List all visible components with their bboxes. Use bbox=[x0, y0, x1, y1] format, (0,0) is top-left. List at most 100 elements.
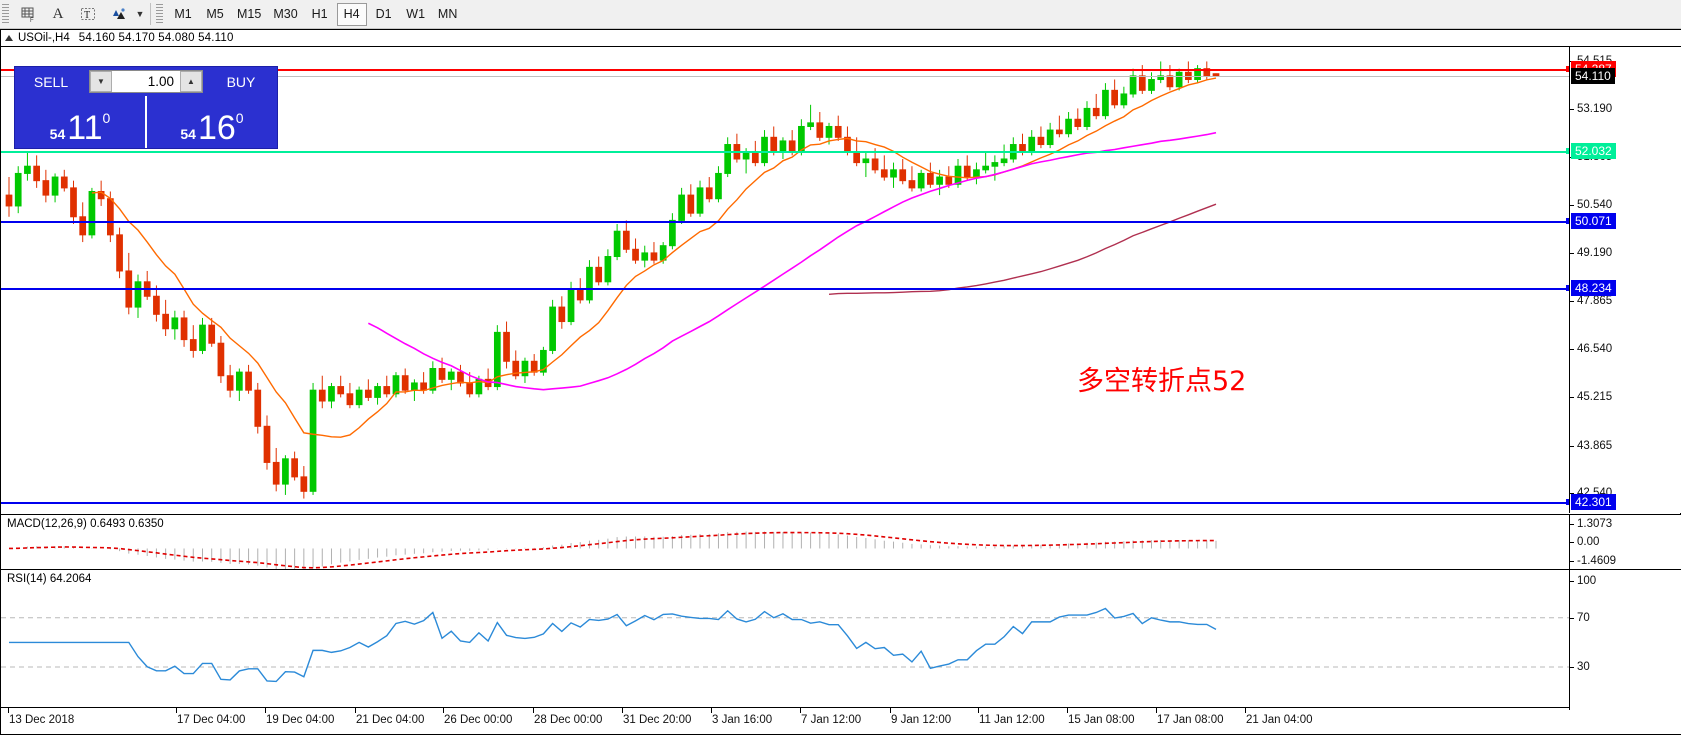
price-tick: 43.865 bbox=[1570, 440, 1612, 452]
timeframe-m1[interactable]: M1 bbox=[174, 7, 192, 21]
horizontal-level-line[interactable] bbox=[1, 150, 1569, 153]
time-tick-label: 3 Jan 16:00 bbox=[710, 708, 773, 726]
horizontal-level-line[interactable] bbox=[1, 221, 1569, 224]
symbol-info-bar: USOil-,H4 54.160 54.170 54.080 54.110 bbox=[1, 30, 1681, 47]
oct-price-row: 54 11 0 54 16 0 bbox=[15, 96, 277, 148]
time-tick-label: 9 Jan 12:00 bbox=[889, 708, 952, 726]
sell-price-display[interactable]: 54 11 0 bbox=[15, 96, 145, 148]
crosshair-icon[interactable]: F bbox=[13, 1, 43, 27]
rsi-tick: 30 bbox=[1570, 661, 1590, 673]
timeframe-d1[interactable]: D1 bbox=[375, 7, 392, 21]
toolbar-separator bbox=[150, 3, 151, 25]
moving-average-line bbox=[828, 203, 1217, 296]
svg-text:F: F bbox=[30, 18, 34, 23]
timeframe-m30[interactable]: M30 bbox=[273, 7, 298, 21]
text-label-icon[interactable]: T bbox=[73, 1, 103, 27]
chart-annotation-text: 多空转折点52 bbox=[1077, 366, 1247, 397]
rsi-plot-area[interactable] bbox=[1, 570, 1569, 710]
horizontal-level-line[interactable] bbox=[1, 75, 1569, 77]
price-scale[interactable]: 54.51553.19051.86550.54049.19047.86546.5… bbox=[1569, 47, 1681, 513]
rsi-tick: 100 bbox=[1570, 575, 1596, 587]
timeframe-w1[interactable]: W1 bbox=[406, 7, 426, 21]
macd-scale: 1.3073 0.00 -1.4609 bbox=[1569, 515, 1681, 569]
chevron-down-icon[interactable]: ▼ bbox=[135, 9, 145, 19]
price-tick: 50.540 bbox=[1570, 199, 1612, 211]
buy-price-display[interactable]: 54 16 0 bbox=[145, 96, 277, 148]
buy-price-fraction: 0 bbox=[235, 110, 244, 126]
chart-window: USOil-,H4 54.160 54.170 54.080 54.110 54… bbox=[0, 29, 1681, 735]
volume-decrement-button[interactable]: ▼ bbox=[90, 71, 112, 92]
time-tick-label: 19 Dec 04:00 bbox=[264, 708, 335, 726]
chart-ohlc-quote: 54.160 54.170 54.080 54.110 bbox=[78, 32, 234, 44]
macd-plot-area[interactable] bbox=[1, 515, 1569, 569]
horizontal-level-line[interactable] bbox=[1, 69, 1569, 72]
timeframe-m15[interactable]: M15 bbox=[237, 7, 262, 21]
toolbar-drag-handle[interactable] bbox=[2, 3, 9, 25]
sell-button[interactable]: SELL bbox=[15, 67, 87, 96]
main-toolbar: F A T ▼ M1 M5 M15 M30 H1 H4 D1 W1 MN bbox=[0, 0, 1681, 29]
price-level-label[interactable]: 50.071 bbox=[1571, 213, 1616, 230]
time-tick-label: 11 Jan 12:00 bbox=[978, 708, 1045, 726]
timeframe-mn[interactable]: MN bbox=[437, 7, 458, 21]
macd-tick: 1.3073 bbox=[1570, 518, 1612, 530]
time-tick-label: 31 Dec 20:00 bbox=[621, 708, 692, 726]
time-tick-label: 7 Jan 12:00 bbox=[799, 708, 862, 726]
price-tick: 49.190 bbox=[1570, 247, 1612, 259]
time-tick-label: 17 Dec 04:00 bbox=[175, 708, 246, 726]
time-tick-label: 15 Jan 08:00 bbox=[1067, 708, 1135, 726]
objects-list-icon[interactable] bbox=[103, 1, 133, 27]
chart-symbol-label: USOil-,H4 bbox=[18, 32, 70, 44]
horizontal-level-line[interactable] bbox=[1, 502, 1569, 505]
volume-stepper[interactable]: ▼ 1.00 ▲ bbox=[89, 70, 203, 93]
time-tick-label: 21 Dec 04:00 bbox=[354, 708, 425, 726]
price-level-label[interactable]: 54.110 bbox=[1571, 67, 1615, 84]
text-a-icon[interactable]: A bbox=[52, 5, 64, 22]
price-tick: 46.540 bbox=[1570, 343, 1612, 355]
time-axis[interactable]: 13 Dec 2018 17 Dec 04:00 19 Dec 04:00 21 De… bbox=[1, 707, 1681, 734]
rsi-scale: 100 70 30 bbox=[1569, 570, 1681, 710]
price-tick: 53.190 bbox=[1570, 103, 1612, 115]
moving-average-line bbox=[91, 77, 1217, 438]
price-level-label[interactable]: 52.032 bbox=[1571, 142, 1616, 159]
macd-series bbox=[8, 531, 1217, 569]
moving-average-line bbox=[367, 131, 1217, 391]
timeframe-drag-handle[interactable] bbox=[156, 3, 163, 25]
collapse-triangle-icon[interactable] bbox=[5, 35, 13, 41]
timeframe-h1[interactable]: H1 bbox=[311, 7, 328, 21]
macd-signal-line bbox=[8, 531, 1217, 569]
time-tick-label: 26 Dec 00:00 bbox=[442, 708, 513, 726]
price-tick: 47.865 bbox=[1570, 295, 1612, 307]
macd-tick: -1.4609 bbox=[1570, 555, 1616, 567]
buy-price-major: 16 bbox=[197, 109, 236, 147]
timeframe-h4[interactable]: H4 bbox=[336, 2, 367, 26]
sell-price-integer: 54 bbox=[49, 126, 66, 142]
time-tick-label: 28 Dec 00:00 bbox=[532, 708, 603, 726]
rsi-tick: 70 bbox=[1570, 612, 1590, 624]
time-tick-label: 13 Dec 2018 bbox=[7, 708, 75, 726]
rsi-pane[interactable]: RSI(14) 64.2064 100 70 30 bbox=[1, 569, 1681, 710]
price-tick: 45.215 bbox=[1570, 391, 1612, 403]
timeframe-m5[interactable]: M5 bbox=[206, 7, 224, 21]
rsi-line bbox=[9, 607, 1217, 683]
buy-price-integer: 54 bbox=[180, 126, 196, 142]
svg-text:T: T bbox=[84, 10, 90, 21]
sell-price-major: 11 bbox=[67, 109, 103, 147]
oct-top-row: SELL ▼ 1.00 ▲ BUY bbox=[15, 67, 277, 96]
price-level-label[interactable]: 48.234 bbox=[1571, 279, 1616, 296]
rsi-series bbox=[1, 607, 1569, 683]
macd-pane[interactable]: MACD(12,26,9) 0.6493 0.6350 1.3073 0.00 -1… bbox=[1, 514, 1681, 569]
sell-price-fraction: 0 bbox=[102, 110, 111, 126]
price-level-label[interactable]: 42.301 bbox=[1571, 494, 1616, 511]
buy-button[interactable]: BUY bbox=[205, 67, 277, 96]
time-tick-label: 17 Jan 08:00 bbox=[1156, 708, 1224, 726]
rsi-title: RSI(14) 64.2064 bbox=[7, 573, 92, 585]
one-click-trading-panel: SELL ▼ 1.00 ▲ BUY 54 11 0 54 16 0 bbox=[14, 66, 278, 149]
horizontal-level-line[interactable] bbox=[1, 287, 1569, 290]
price-pane[interactable]: 54.51553.19051.86550.54049.19047.86546.5… bbox=[1, 47, 1681, 513]
macd-title: MACD(12,26,9) 0.6493 0.6350 bbox=[7, 518, 164, 530]
volume-input[interactable]: 1.00 bbox=[112, 71, 180, 92]
timeframe-group: M1 M5 M15 M30 H1 H4 D1 W1 MN bbox=[167, 2, 464, 26]
time-tick-label: 21 Jan 04:00 bbox=[1245, 708, 1313, 726]
macd-tick: 0.00 bbox=[1570, 536, 1599, 548]
volume-increment-button[interactable]: ▲ bbox=[180, 71, 202, 92]
